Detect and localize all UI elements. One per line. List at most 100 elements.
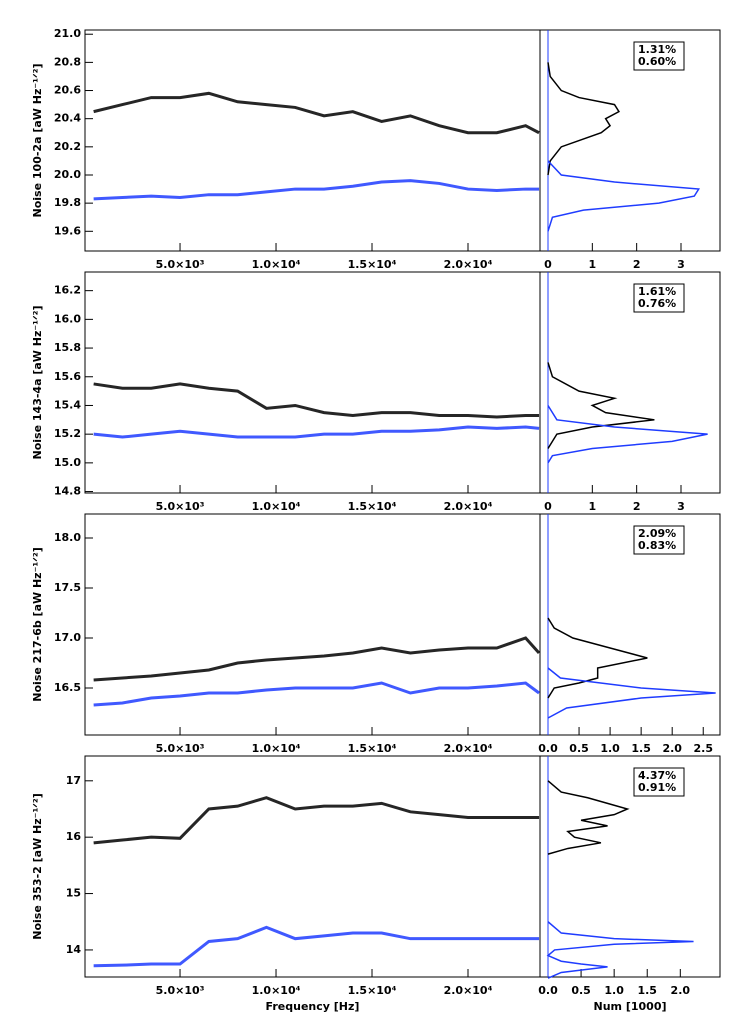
hist-frame: [539, 29, 721, 252]
plot-frame: [84, 271, 541, 494]
y-axis-label: Noise 143-4a [aW Hz⁻¹ᐟ²]: [31, 306, 44, 460]
annotation-box: [633, 767, 685, 797]
hist-x-tick-label: 1.5: [631, 742, 651, 755]
hist-frame: [539, 755, 721, 978]
y-tick-label: 14: [66, 943, 82, 956]
annotation: 1.61%: [638, 285, 676, 298]
hist-x-tick-label: 1: [589, 258, 597, 271]
y-tick-label: 20.0: [54, 168, 81, 181]
hist-x-tick-label: 2: [633, 258, 641, 271]
y-axis-label: Noise 217-6b [aW Hz⁻¹ᐟ²]: [31, 547, 44, 701]
hist-x-tick-label: 0: [544, 258, 552, 271]
y-axis-label: Noise 353-2 [aW Hz⁻¹ᐟ²]: [31, 793, 44, 940]
y-tick-label: 17: [66, 774, 81, 787]
y-tick-label: 16.5: [54, 681, 81, 694]
hist-x-tick-label: 1.0: [600, 742, 620, 755]
y-tick-label: 15.8: [54, 341, 81, 354]
y-tick-label: 20.8: [54, 55, 81, 68]
x-tick-label: 5.0×10³: [156, 500, 205, 513]
annotation: 2.09%: [638, 527, 676, 540]
y-tick-label: 18.0: [54, 531, 81, 544]
annotation: 0.76%: [638, 297, 676, 310]
plot-frame: [84, 513, 541, 736]
plot-frame: [84, 755, 541, 978]
y-tick-label: 16: [66, 830, 82, 843]
histogram-curve: [547, 362, 655, 449]
noise-trace: [93, 925, 540, 968]
y-tick-label: 16.0: [54, 312, 81, 325]
y-tick-label: 20.4: [54, 112, 81, 125]
y-tick-label: 15.2: [54, 427, 81, 440]
y-tick-label: 20.6: [54, 84, 81, 97]
x-tick-label: 1.5×10⁴: [348, 258, 397, 271]
y-axis-label: Noise 100-2a [aW Hz⁻¹ᐟ²]: [31, 64, 44, 218]
plot-frame: [84, 29, 541, 252]
hist-x-tick-label: 1.0: [604, 984, 624, 997]
noise-trace: [93, 179, 540, 201]
histogram-curve: [547, 617, 648, 699]
y-tick-label: 20.2: [54, 140, 81, 153]
x-tick-label: 5.0×10³: [156, 984, 205, 997]
hist-x-axis-label: Num [1000]: [594, 1000, 667, 1013]
y-tick-label: 17.5: [54, 581, 81, 594]
hist-x-tick-label: 0.5: [571, 984, 591, 997]
y-tick-label: 15.0: [54, 456, 81, 469]
x-tick-label: 2.0×10⁴: [444, 500, 493, 513]
histogram-curve: [547, 405, 708, 464]
hist-x-tick-label: 0.0: [538, 984, 558, 997]
hist-frame: [539, 513, 721, 736]
annotation-box: [633, 283, 685, 313]
annotation: 0.83%: [638, 539, 676, 552]
x-tick-label: 1.5×10⁴: [348, 742, 397, 755]
annotation-box: [633, 41, 685, 71]
x-tick-label: 2.0×10⁴: [444, 742, 493, 755]
histogram-curve: [546, 921, 694, 979]
hist-x-tick-label: 0: [544, 500, 552, 513]
y-tick-label: 15: [66, 887, 81, 900]
histogram-curve: [547, 160, 701, 232]
hist-x-tick-label: 2.0: [671, 984, 691, 997]
hist-x-tick-label: 2: [633, 500, 641, 513]
hist-x-tick-label: 3: [677, 500, 685, 513]
annotation: 0.60%: [638, 55, 676, 68]
annotation-box: [633, 525, 685, 555]
hist-x-tick-label: 1: [589, 500, 597, 513]
noise-trace: [93, 425, 540, 439]
histogram-curve: [547, 780, 630, 855]
y-tick-label: 19.6: [54, 224, 81, 237]
y-tick-label: 15.6: [54, 370, 81, 383]
x-tick-label: 5.0×10³: [156, 258, 205, 271]
x-tick-label: 1.5×10⁴: [348, 500, 397, 513]
y-tick-label: 17.0: [54, 631, 81, 644]
y-tick-label: 15.4: [54, 398, 81, 411]
y-tick-label: 21.0: [54, 27, 81, 40]
hist-x-tick-label: 2.5: [693, 742, 713, 755]
y-tick-label: 16.2: [54, 284, 81, 297]
hist-x-tick-label: 1.5: [637, 984, 657, 997]
annotation: 1.31%: [638, 43, 676, 56]
x-tick-label: 1.0×10⁴: [252, 258, 301, 271]
noise-trace: [93, 681, 540, 707]
noise-trace: [93, 91, 540, 135]
histogram-curve: [547, 667, 716, 719]
histogram-curve: [547, 62, 620, 176]
y-tick-label: 14.8: [54, 485, 81, 498]
x-tick-label: 1.5×10⁴: [348, 984, 397, 997]
hist-frame: [539, 271, 721, 494]
hist-x-tick-label: 3: [677, 258, 685, 271]
x-axis-label: Frequency [Hz]: [266, 1000, 360, 1013]
annotation: 0.91%: [638, 781, 676, 794]
noise-trace: [93, 796, 540, 845]
hist-x-tick-label: 0.5: [569, 742, 589, 755]
x-tick-label: 2.0×10⁴: [444, 984, 493, 997]
noise-trace: [93, 382, 540, 419]
x-tick-label: 2.0×10⁴: [444, 258, 493, 271]
x-tick-label: 5.0×10³: [156, 742, 205, 755]
x-tick-label: 1.0×10⁴: [252, 500, 301, 513]
hist-x-tick-label: 2.0: [662, 742, 682, 755]
hist-x-tick-label: 0.0: [538, 742, 558, 755]
noise-trace: [93, 636, 541, 682]
x-tick-label: 1.0×10⁴: [252, 742, 301, 755]
y-tick-label: 19.8: [54, 196, 81, 209]
